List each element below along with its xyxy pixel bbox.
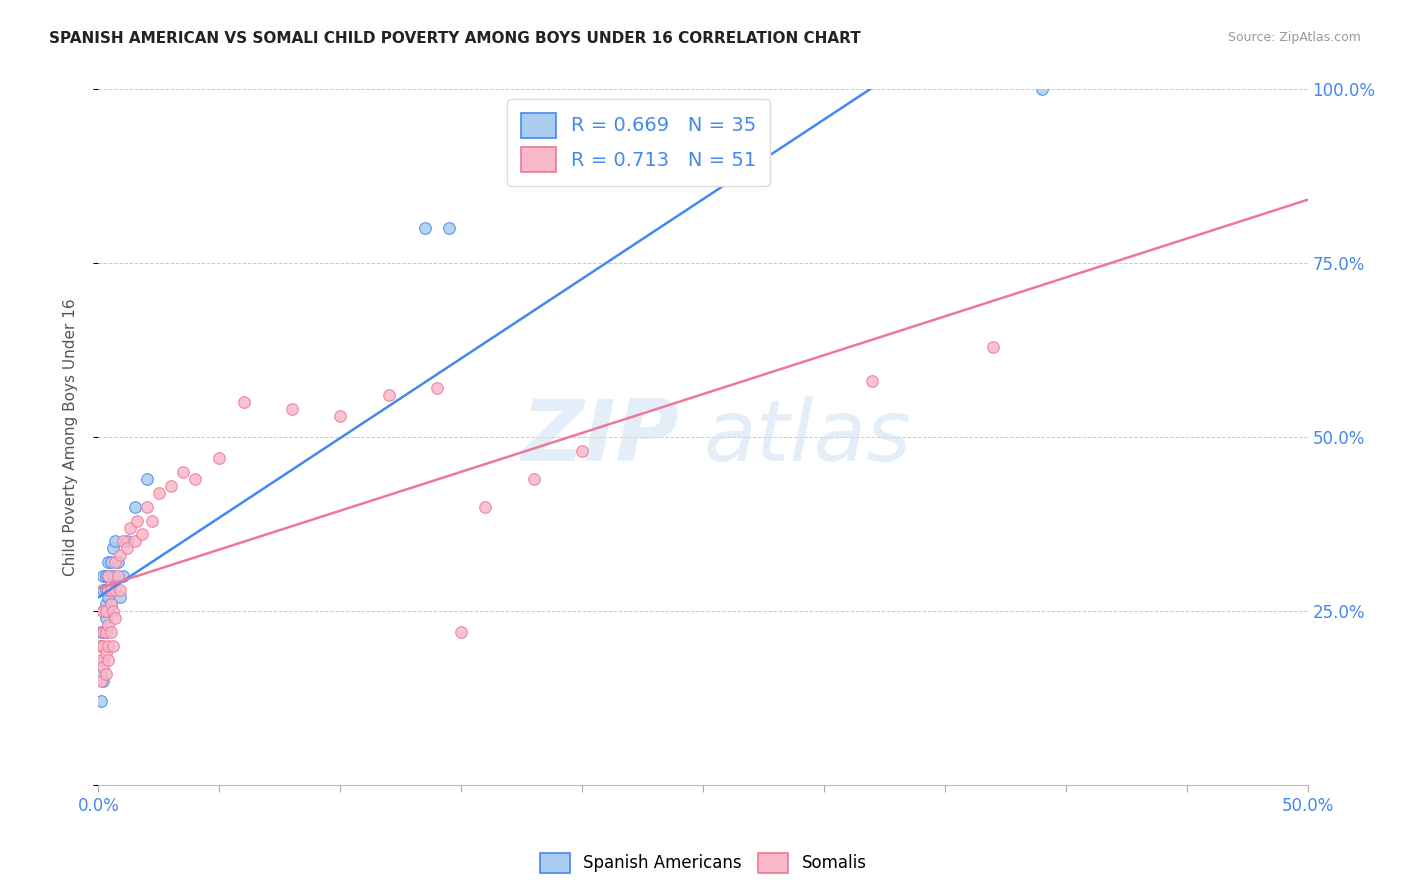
Point [94,597,117,611]
Point [97,583,120,598]
Point [97,653,120,667]
Point [124,534,146,549]
Point [97,555,120,569]
Point [281,402,304,417]
Point [91,659,114,673]
Point [97,569,120,583]
Point [111,534,134,549]
Point [117,541,139,556]
Point [160,479,183,493]
Point [124,500,146,514]
Point [131,527,153,541]
Point [90,666,112,681]
Point [127,514,149,528]
Point [232,395,254,409]
Point [426,381,449,395]
Point [118,520,141,534]
Point [450,624,472,639]
Point [377,388,399,402]
Point [94,624,117,639]
Point [104,534,127,549]
Point [91,604,114,618]
Point [107,555,129,569]
Point [100,597,122,611]
Point [94,611,117,625]
Point [100,624,122,639]
Point [437,221,460,235]
Point [101,604,124,618]
Point [91,673,114,688]
Point [104,611,127,625]
Point [100,576,122,591]
Point [104,555,127,569]
Point [94,646,117,660]
Point [90,694,112,708]
Point [413,221,436,235]
Point [100,597,122,611]
Point [172,465,194,479]
Point [104,583,127,598]
Point [91,569,114,583]
Point [97,569,120,583]
Point [90,653,112,667]
Text: Source: ZipAtlas.com: Source: ZipAtlas.com [1227,31,1361,45]
Point [90,639,112,653]
Point [148,485,170,500]
Point [90,639,112,653]
Legend: Spanish Americans, Somalis: Spanish Americans, Somalis [533,847,873,880]
Point [97,590,120,604]
Point [111,569,134,583]
Text: SPANISH AMERICAN VS SOMALI CHILD POVERTY AMONG BOYS UNDER 16 CORRELATION CHART: SPANISH AMERICAN VS SOMALI CHILD POVERTY… [49,31,860,46]
Point [184,472,207,486]
Point [141,514,163,528]
Point [108,583,131,598]
Point [860,375,883,389]
Point [90,673,112,688]
Point [101,639,124,653]
Point [135,472,157,486]
Point [91,624,114,639]
Point [91,583,114,598]
Y-axis label: Child Poverty Among Boys Under 16: Child Poverty Among Boys Under 16 [63,298,77,576]
Point [107,569,129,583]
Point [135,500,157,514]
Point [94,666,117,681]
Point [117,534,139,549]
Point [97,618,120,632]
Point [91,653,114,667]
Point [108,549,131,563]
Point [91,639,114,653]
Point [474,500,496,514]
Text: atlas: atlas [703,395,911,479]
Text: ZIP: ZIP [522,395,679,479]
Point [94,604,117,618]
Point [108,590,131,604]
Point [97,604,120,618]
Legend: R = 0.669   N = 35, R = 0.713   N = 51: R = 0.669 N = 35, R = 0.713 N = 51 [508,99,770,186]
Point [97,583,120,598]
Point [97,639,120,653]
Point [981,340,1004,354]
Point [94,569,117,583]
Point [94,583,117,598]
Point [1031,82,1053,96]
Point [91,604,114,618]
Point [90,624,112,639]
Point [100,583,122,598]
Point [101,569,124,583]
Point [94,624,117,639]
Point [101,541,124,556]
Point [523,472,546,486]
Point [100,555,122,569]
Point [91,624,114,639]
Point [571,444,593,458]
Point [208,450,231,465]
Point [329,409,352,424]
